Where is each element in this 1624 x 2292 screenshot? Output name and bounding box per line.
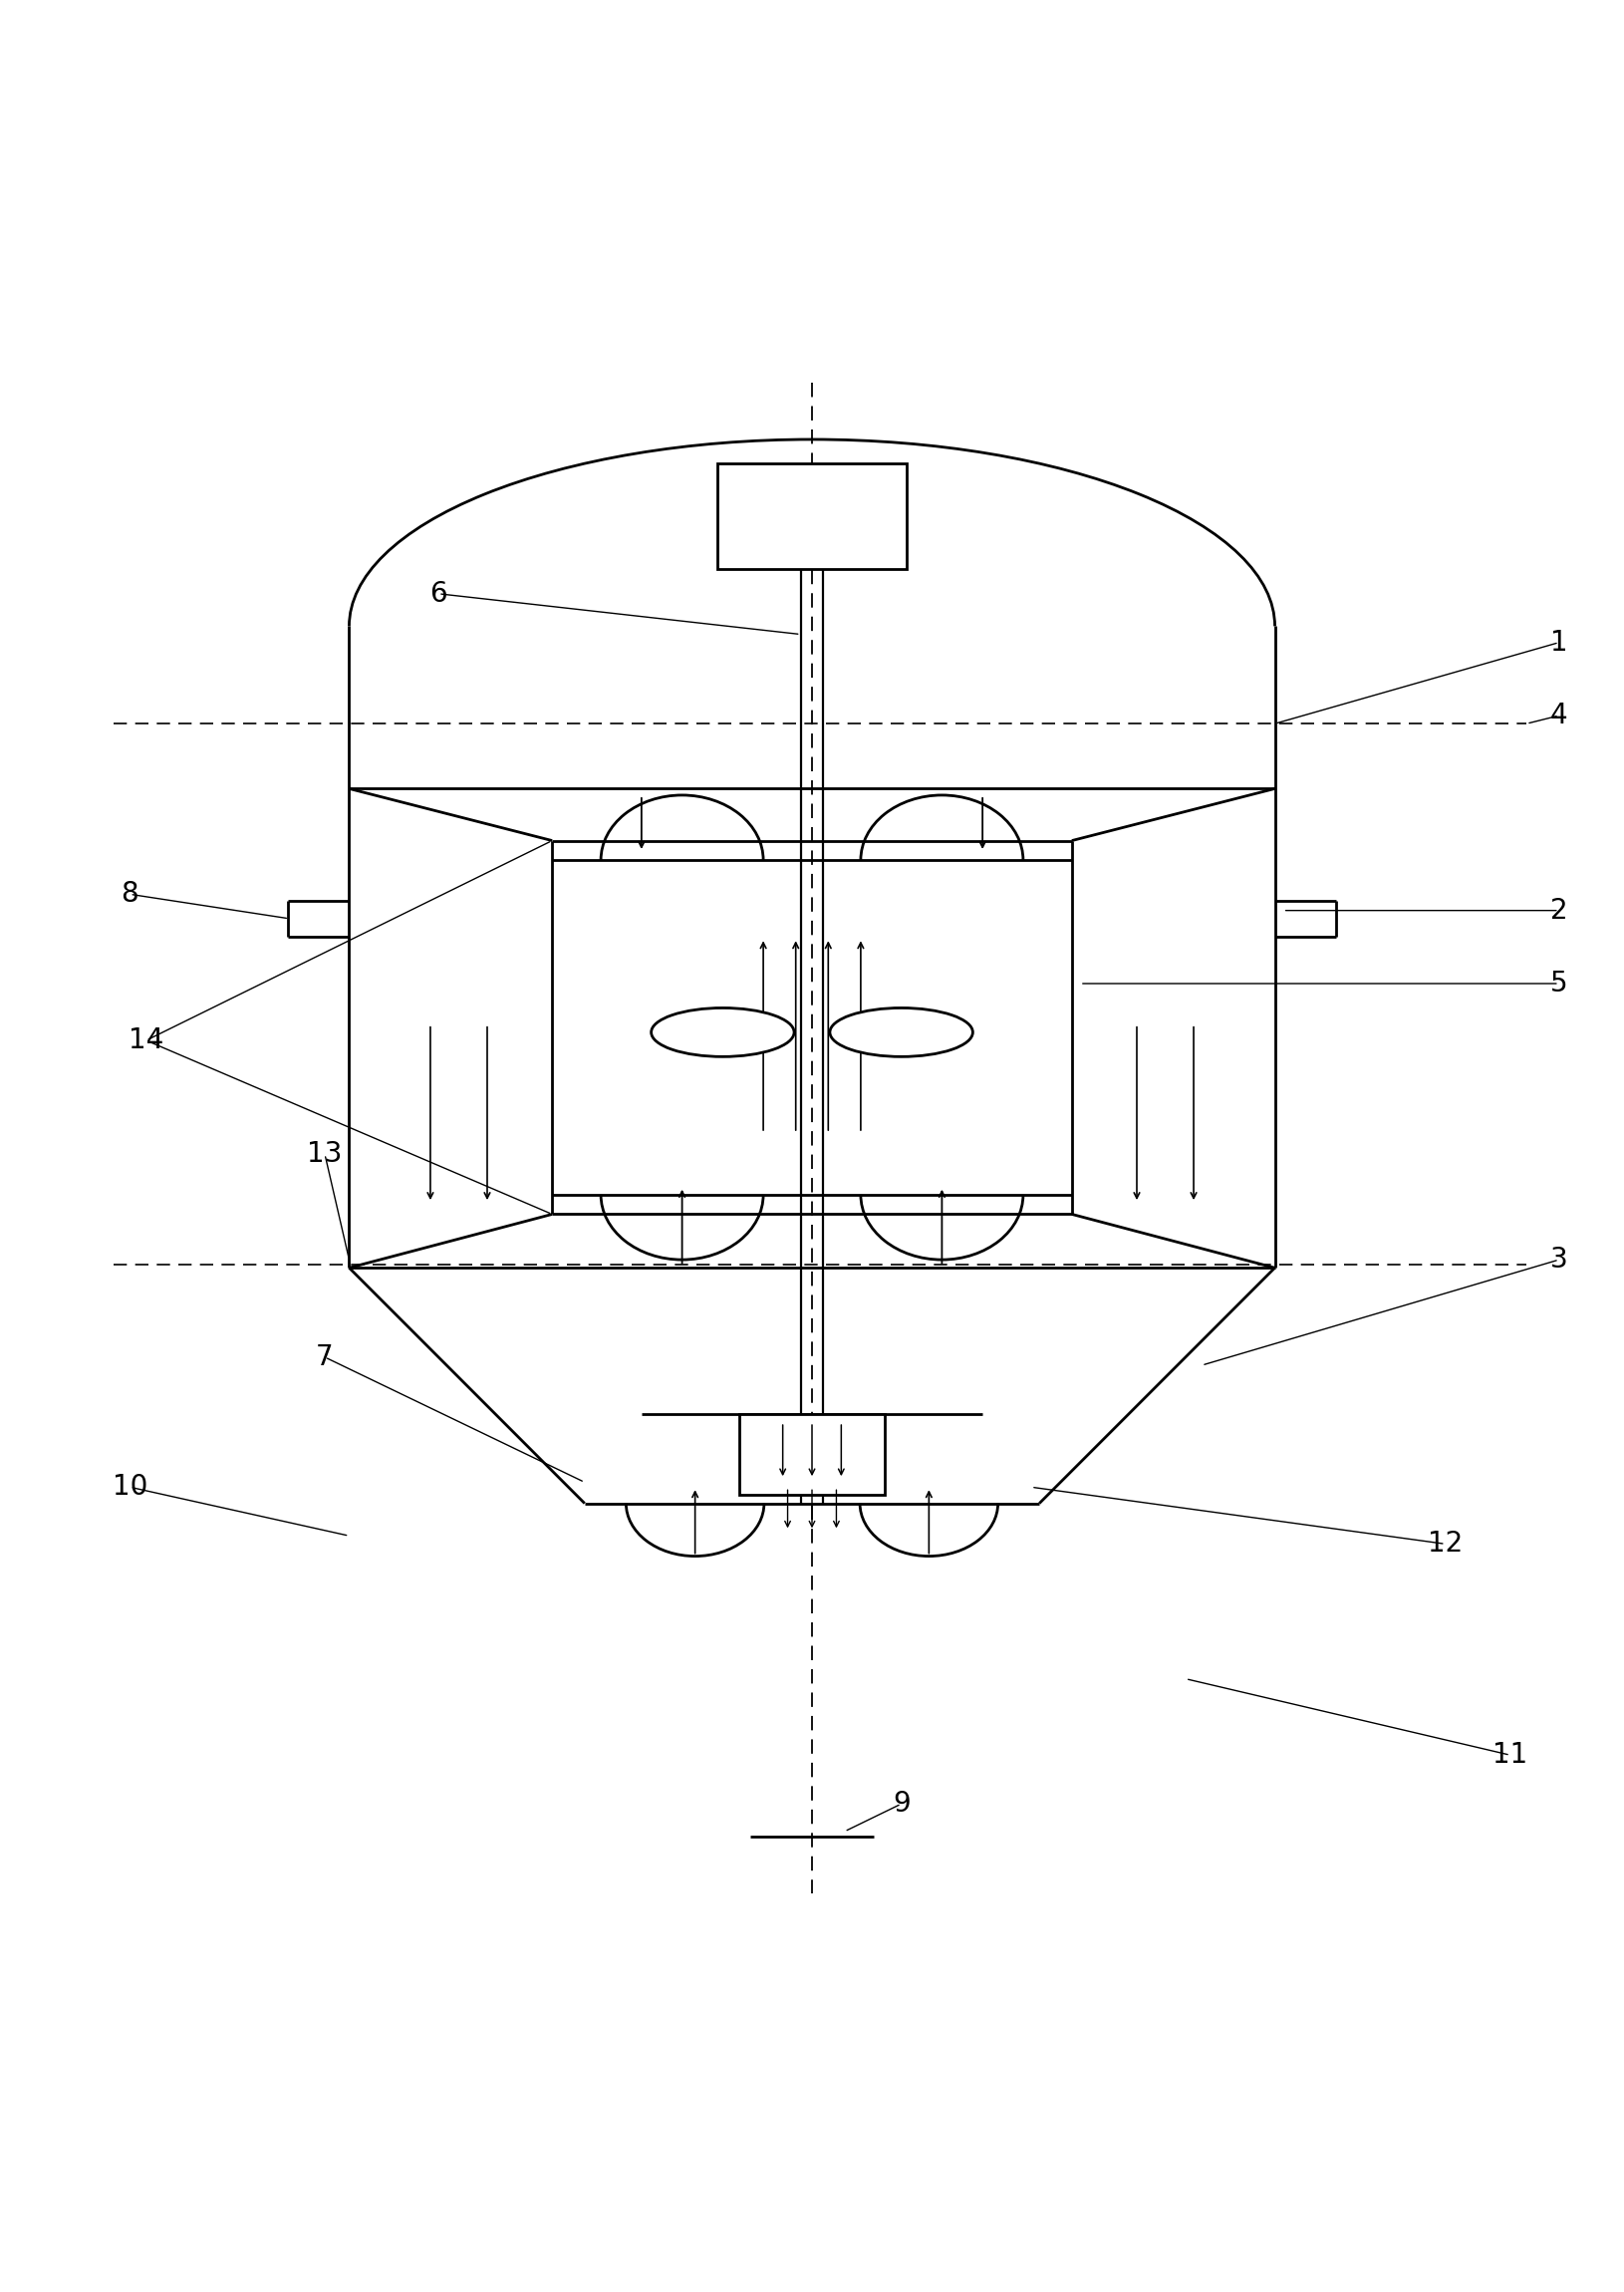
Text: 2: 2	[1551, 896, 1567, 924]
Text: 11: 11	[1492, 1742, 1528, 1769]
Text: 1: 1	[1551, 628, 1567, 656]
Text: 7: 7	[317, 1343, 333, 1371]
Text: 5: 5	[1551, 970, 1567, 997]
Text: 13: 13	[307, 1139, 343, 1169]
Ellipse shape	[651, 1008, 794, 1057]
Text: 12: 12	[1427, 1531, 1463, 1559]
Ellipse shape	[830, 1008, 973, 1057]
Text: 4: 4	[1551, 701, 1567, 729]
Text: 6: 6	[430, 580, 447, 607]
Text: 3: 3	[1551, 1247, 1567, 1274]
Text: 9: 9	[893, 1790, 909, 1818]
Text: 8: 8	[122, 880, 138, 908]
Text: 14: 14	[128, 1027, 164, 1054]
Text: 10: 10	[112, 1474, 148, 1501]
Bar	[739, 1414, 885, 1494]
Bar	[718, 463, 906, 568]
